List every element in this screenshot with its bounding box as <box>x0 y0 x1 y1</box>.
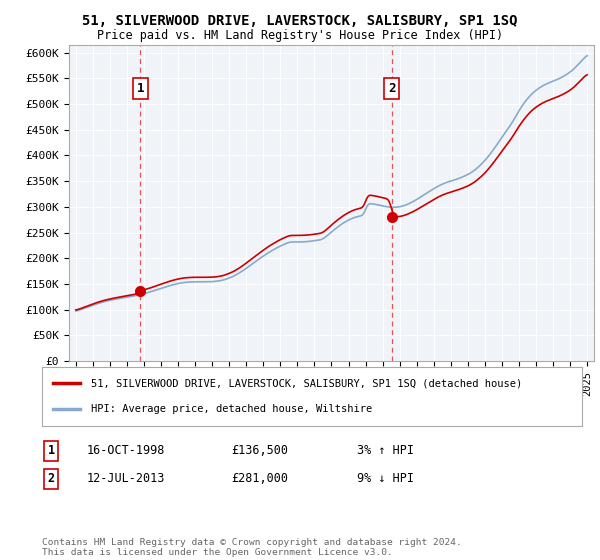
Text: Price paid vs. HM Land Registry's House Price Index (HPI): Price paid vs. HM Land Registry's House … <box>97 29 503 42</box>
Text: 1: 1 <box>137 82 144 95</box>
Text: 51, SILVERWOOD DRIVE, LAVERSTOCK, SALISBURY, SP1 1SQ: 51, SILVERWOOD DRIVE, LAVERSTOCK, SALISB… <box>82 14 518 28</box>
Text: 9% ↓ HPI: 9% ↓ HPI <box>357 472 414 486</box>
Text: 51, SILVERWOOD DRIVE, LAVERSTOCK, SALISBURY, SP1 1SQ (detached house): 51, SILVERWOOD DRIVE, LAVERSTOCK, SALISB… <box>91 378 522 388</box>
Text: HPI: Average price, detached house, Wiltshire: HPI: Average price, detached house, Wilt… <box>91 404 372 414</box>
Text: Contains HM Land Registry data © Crown copyright and database right 2024.
This d: Contains HM Land Registry data © Crown c… <box>42 538 462 557</box>
Text: £281,000: £281,000 <box>231 472 288 486</box>
Text: 16-OCT-1998: 16-OCT-1998 <box>87 444 166 458</box>
Text: 1: 1 <box>47 444 55 458</box>
Text: 12-JUL-2013: 12-JUL-2013 <box>87 472 166 486</box>
Text: 2: 2 <box>47 472 55 486</box>
Text: 2: 2 <box>388 82 395 95</box>
Text: £136,500: £136,500 <box>231 444 288 458</box>
Text: 3% ↑ HPI: 3% ↑ HPI <box>357 444 414 458</box>
